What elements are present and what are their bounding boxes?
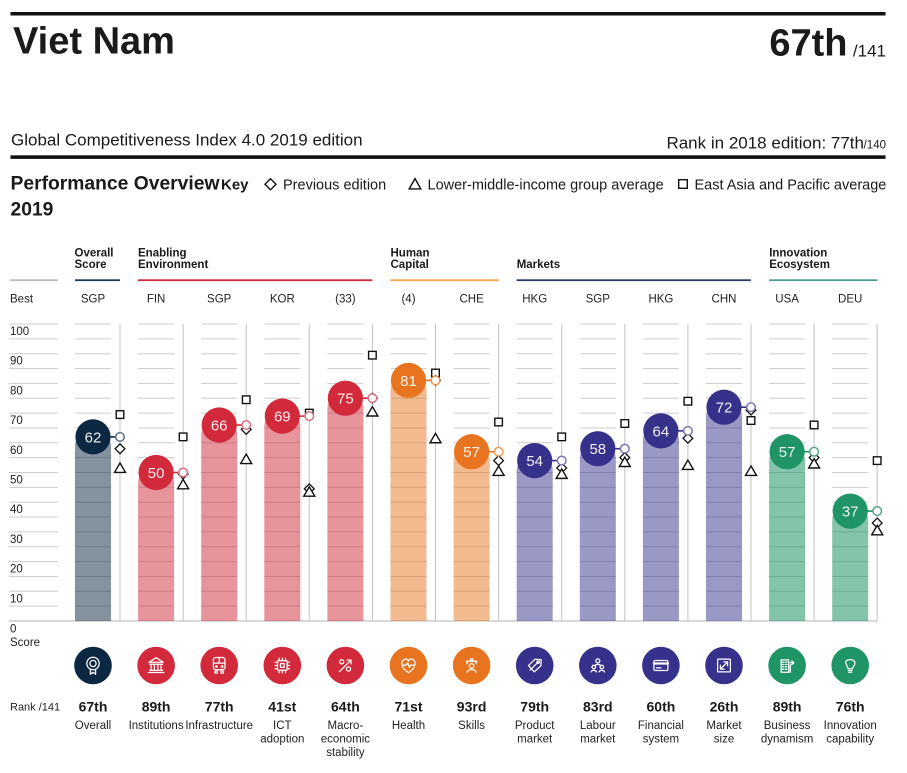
- svg-text:60th: 60th: [647, 698, 676, 714]
- svg-text:Rank /141: Rank /141: [10, 702, 60, 714]
- svg-text:stability: stability: [326, 747, 365, 759]
- svg-text:70: 70: [10, 415, 23, 427]
- svg-text:67th: 67th: [769, 23, 847, 65]
- svg-text:81: 81: [400, 373, 417, 390]
- svg-text:62: 62: [85, 429, 102, 446]
- svg-text:Financial: Financial: [638, 720, 684, 732]
- svg-text:Innovation: Innovation: [769, 247, 827, 259]
- svg-text:CHE: CHE: [459, 294, 484, 306]
- svg-text:Rank in 2018 edition: 77th: Rank in 2018 edition: 77th: [666, 133, 864, 152]
- svg-text:72: 72: [716, 400, 733, 417]
- svg-text:79th: 79th: [520, 698, 549, 714]
- svg-text:50: 50: [148, 465, 165, 482]
- svg-text:Human: Human: [391, 247, 430, 259]
- svg-text:90: 90: [10, 356, 23, 368]
- svg-text:Innovation: Innovation: [824, 720, 877, 732]
- svg-text:69: 69: [274, 409, 291, 426]
- svg-text:Markets: Markets: [517, 259, 560, 271]
- svg-text:/140: /140: [864, 139, 886, 151]
- svg-text:Infrastructure: Infrastructure: [185, 720, 253, 732]
- svg-text:Institutions: Institutions: [129, 720, 184, 732]
- svg-text:ICT: ICT: [273, 720, 292, 732]
- svg-text:Previous edition: Previous edition: [283, 178, 386, 194]
- svg-text:Overall: Overall: [75, 720, 111, 732]
- svg-text:/141: /141: [853, 42, 886, 61]
- svg-text:64th: 64th: [331, 698, 360, 714]
- svg-text:40: 40: [10, 504, 23, 516]
- svg-text:67th: 67th: [79, 698, 108, 714]
- svg-text:100: 100: [10, 326, 29, 338]
- svg-text:Score: Score: [10, 637, 40, 649]
- svg-text:66: 66: [211, 417, 228, 434]
- svg-text:CHN: CHN: [712, 294, 737, 306]
- svg-text:60: 60: [10, 445, 23, 457]
- svg-text:Enabling: Enabling: [138, 247, 187, 259]
- svg-text:USA: USA: [775, 294, 799, 306]
- svg-text:KOR: KOR: [270, 294, 295, 306]
- svg-text:54: 54: [526, 453, 543, 470]
- svg-text:89th: 89th: [773, 698, 802, 714]
- svg-text:75: 75: [337, 391, 354, 408]
- svg-text:64: 64: [653, 423, 670, 440]
- svg-text:2019: 2019: [11, 200, 54, 221]
- svg-text:Ecosystem: Ecosystem: [769, 259, 830, 271]
- svg-text:adoption: adoption: [260, 734, 304, 746]
- svg-text:Environment: Environment: [138, 259, 208, 271]
- svg-text:57: 57: [463, 444, 480, 461]
- svg-text:89th: 89th: [142, 698, 171, 714]
- svg-text:Market: Market: [706, 720, 742, 732]
- svg-text:Business: Business: [764, 720, 811, 732]
- svg-text:77th: 77th: [205, 698, 234, 714]
- svg-text:Skills: Skills: [458, 720, 485, 732]
- svg-text:dynamism: dynamism: [761, 734, 813, 746]
- svg-text:FIN: FIN: [147, 294, 166, 306]
- svg-text:Score: Score: [75, 259, 107, 271]
- svg-text:71st: 71st: [394, 698, 422, 714]
- svg-text:76th: 76th: [836, 698, 865, 714]
- svg-text:26th: 26th: [710, 698, 739, 714]
- svg-text:SGP: SGP: [586, 294, 611, 306]
- svg-text:10: 10: [10, 593, 23, 605]
- svg-text:SGP: SGP: [207, 294, 232, 306]
- svg-text:Overall: Overall: [75, 247, 114, 259]
- svg-text:capability: capability: [826, 734, 874, 746]
- svg-text:37: 37: [842, 504, 859, 521]
- svg-text:0: 0: [10, 624, 16, 636]
- svg-text:Lower-middle-income group aver: Lower-middle-income group average: [428, 178, 664, 194]
- svg-text:Health: Health: [392, 720, 425, 732]
- svg-text:Performance Overview: Performance Overview: [11, 174, 221, 195]
- svg-text:30: 30: [10, 534, 23, 546]
- svg-text:20: 20: [10, 564, 23, 576]
- svg-text:83rd: 83rd: [583, 698, 613, 714]
- svg-text:50: 50: [10, 475, 23, 487]
- svg-text:Capital: Capital: [391, 259, 429, 271]
- svg-text:Global Competitiveness Index 4: Global Competitiveness Index 4.0 2019 ed…: [11, 131, 363, 150]
- svg-text:41st: 41st: [268, 698, 296, 714]
- svg-text:93rd: 93rd: [457, 698, 487, 714]
- svg-text:market: market: [580, 734, 616, 746]
- svg-text:Viet Nam: Viet Nam: [13, 21, 175, 63]
- svg-text:Best: Best: [10, 294, 34, 306]
- svg-text:HKG: HKG: [522, 294, 547, 306]
- svg-text:DEU: DEU: [838, 294, 862, 306]
- svg-text:57: 57: [779, 444, 796, 461]
- svg-text:80: 80: [10, 385, 23, 397]
- svg-text:economic: economic: [321, 734, 370, 746]
- svg-text:market: market: [517, 734, 553, 746]
- svg-text:Product: Product: [515, 720, 555, 732]
- svg-text:system: system: [643, 734, 679, 746]
- svg-text:58: 58: [589, 441, 606, 458]
- svg-text:HKG: HKG: [648, 294, 673, 306]
- svg-text:size: size: [714, 734, 734, 746]
- svg-text:East Asia and Pacific average: East Asia and Pacific average: [695, 178, 887, 194]
- svg-text:(4): (4): [401, 294, 415, 306]
- svg-text:(33): (33): [335, 294, 356, 306]
- svg-text:Macro-: Macro-: [328, 720, 364, 732]
- svg-text:SGP: SGP: [81, 294, 106, 306]
- svg-text:Labour: Labour: [580, 720, 616, 732]
- svg-text:Key: Key: [221, 177, 249, 194]
